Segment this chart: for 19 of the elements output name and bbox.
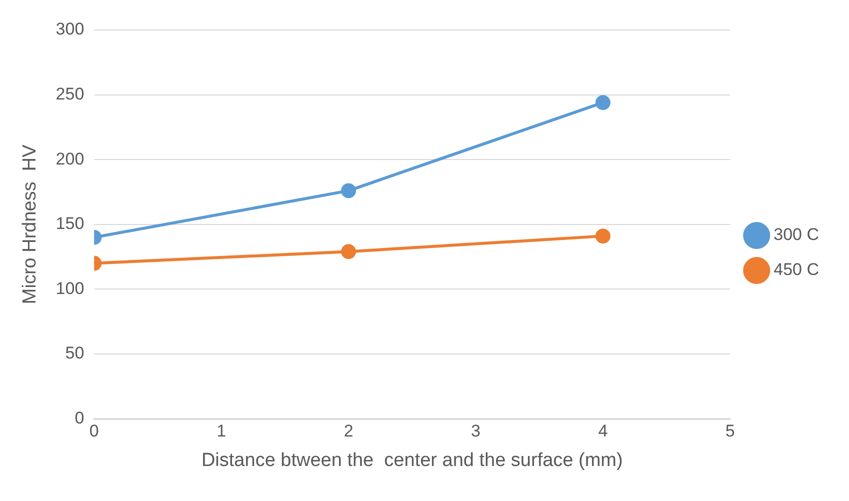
point	[595, 95, 610, 110]
x-tick-label: 1	[216, 422, 226, 441]
x-tick-label: 3	[471, 422, 480, 441]
x-axis-title: Distance btween the center and the surface (mm)	[201, 450, 623, 471]
point	[595, 228, 610, 244]
y-tick-label: 250	[56, 84, 84, 104]
x-tick-label: 5	[725, 422, 735, 441]
y-tick-label: 150	[56, 214, 84, 234]
x-tick-label: 4	[598, 422, 608, 441]
y-tick-label: 50	[65, 344, 84, 363]
y-tick-label: 300	[56, 20, 84, 39]
y-tick-label: 0	[74, 408, 84, 428]
y-tick-label: 200	[56, 149, 84, 168]
y-axis-title: Micro Hrdness HV	[20, 144, 41, 304]
x-tick-label: 0	[89, 422, 99, 441]
x-tick-label: 2	[344, 422, 354, 441]
y-tick-label: 100	[56, 278, 84, 298]
legend-label: 450 C	[774, 260, 820, 280]
legend-label: 300 C	[774, 225, 820, 244]
